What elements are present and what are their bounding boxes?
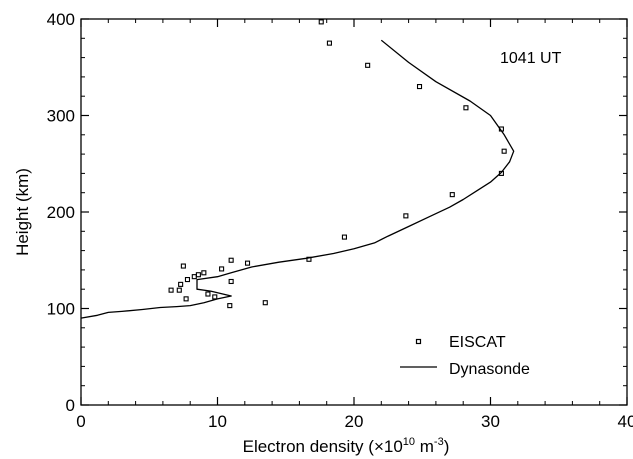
data-point-eiscat	[219, 266, 225, 272]
data-point-eiscat	[183, 296, 189, 302]
x-tick-label: 10	[208, 412, 227, 431]
data-point-eiscat	[176, 287, 182, 293]
x-tick-label: 40	[618, 412, 633, 431]
data-point-eiscat	[501, 148, 507, 154]
plot-frame	[80, 18, 628, 406]
y-tick-label: 100	[47, 300, 75, 319]
x-axis-title-close: )	[444, 437, 450, 456]
data-point-eiscat	[403, 213, 409, 219]
data-point-eiscat	[326, 40, 332, 46]
x-axis-title: Electron density (×1010 m-3)	[243, 436, 450, 456]
data-point-eiscat	[227, 303, 233, 309]
data-point-eiscat	[244, 260, 251, 266]
legend-label-dynasonde: Dynasonde	[449, 361, 530, 378]
x-axis-title-main: Electron density (×10	[243, 437, 403, 456]
data-point-eiscat	[180, 263, 186, 269]
series-line-dynasonde	[80, 39, 515, 319]
data-point-eiscat	[212, 294, 218, 300]
x-tick-label: 0	[76, 412, 85, 431]
x-tick-label: 20	[345, 412, 364, 431]
data-point-eiscat	[365, 62, 371, 68]
x-tick-label: 30	[481, 412, 500, 431]
data-point-eiscat	[341, 234, 347, 240]
data-point-eiscat	[178, 281, 184, 287]
data-point-eiscat	[195, 272, 201, 278]
legend-marker-eiscat	[415, 338, 422, 345]
data-point-eiscat	[318, 19, 324, 25]
data-point-eiscat	[205, 291, 211, 297]
data-point-eiscat	[449, 192, 455, 198]
data-point-eiscat	[262, 300, 268, 306]
y-tick-label: 200	[47, 203, 75, 222]
data-point-eiscat	[463, 105, 469, 111]
x-axis-title-exponent: 10	[403, 436, 415, 448]
data-point-eiscat	[228, 278, 234, 285]
data-point-eiscat	[201, 270, 207, 276]
data-point-eiscat	[168, 287, 174, 293]
legend: EISCAT Dynasonde	[400, 334, 530, 378]
data-point-eiscat	[228, 257, 234, 263]
y-tick-label: 300	[47, 107, 75, 126]
plot-area	[80, 19, 515, 319]
data-point-eiscat	[416, 84, 423, 90]
y-tick-label: 400	[47, 10, 75, 29]
y-tick-label: 0	[66, 396, 75, 415]
axes	[80, 18, 628, 406]
data-point-eiscat	[184, 276, 191, 283]
x-axis-title-unit: m	[415, 437, 434, 456]
time-annotation: 1041 UT	[500, 50, 562, 67]
legend-label-eiscat: EISCAT	[449, 334, 506, 351]
x-axis-title-unit-exponent: -3	[434, 436, 444, 448]
y-axis-title: Height (km)	[13, 168, 32, 256]
data-point-eiscat	[191, 274, 197, 280]
